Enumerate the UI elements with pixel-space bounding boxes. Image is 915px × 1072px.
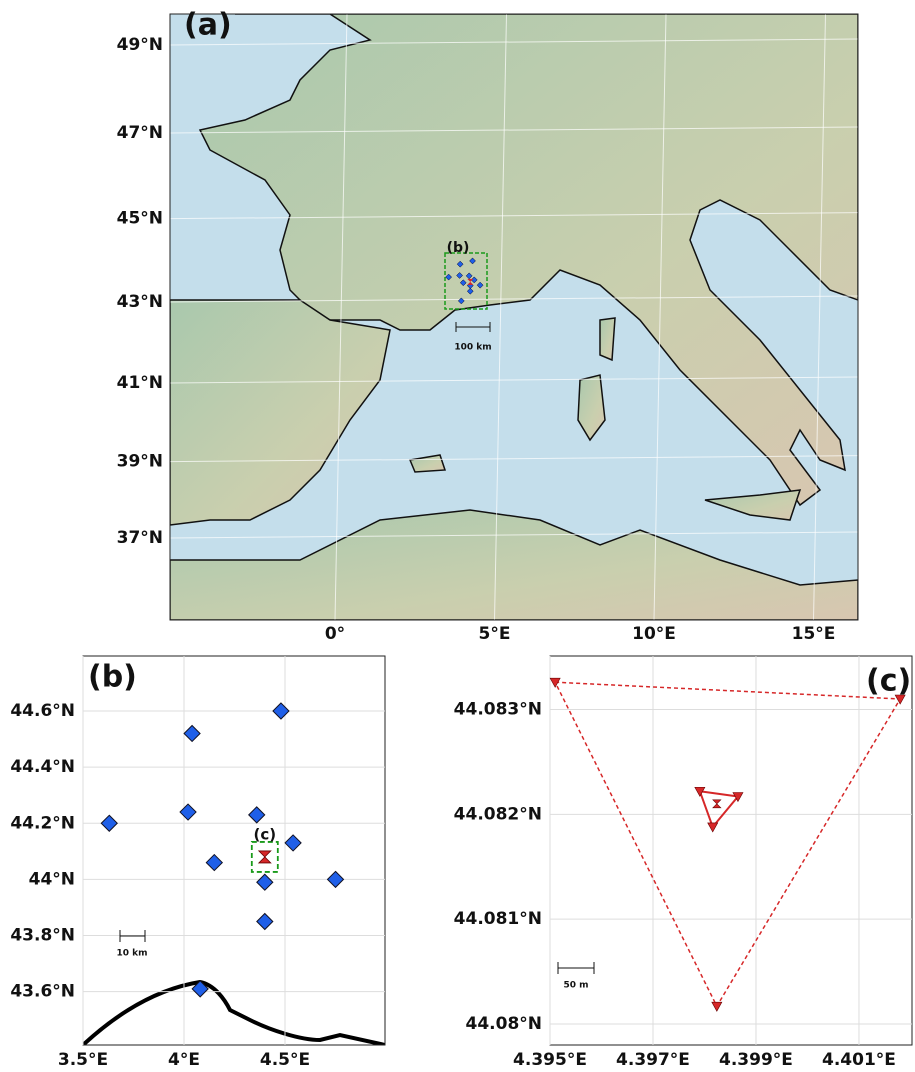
station [445, 273, 453, 281]
station [470, 276, 478, 284]
station [466, 287, 474, 295]
background-b [83, 656, 385, 1045]
y-tick-label: 49°N [117, 35, 163, 55]
y-tick-label: 43.6°N [10, 982, 75, 1002]
array-center [712, 799, 722, 809]
y-tick-label: 43°N [117, 292, 163, 312]
x-tick-label: 3.5°E [58, 1050, 108, 1070]
sensor [549, 677, 561, 688]
y-tick-label: 44.08°N [466, 1014, 543, 1034]
grid-line [170, 38, 858, 46]
station [459, 279, 467, 287]
x-tick-label: 4°E [168, 1050, 200, 1070]
map-b [83, 656, 385, 1045]
scale-bar [557, 962, 595, 974]
x-tick-label: 4.397°E [616, 1050, 690, 1070]
panel-label: (b) [88, 660, 137, 695]
station [469, 257, 476, 265]
station [179, 803, 197, 821]
scale-bar [455, 322, 491, 332]
grid-line [494, 14, 507, 620]
station [465, 272, 473, 280]
y-tick-label: 37°N [117, 528, 163, 548]
station [100, 814, 118, 832]
y-tick-label: 44.4°N [10, 757, 75, 777]
station [256, 873, 274, 891]
inset-box [444, 252, 488, 310]
sensor [707, 822, 719, 833]
x-tick-label: 10°E [632, 624, 676, 644]
y-tick-label: 43.8°N [10, 926, 75, 946]
sensor [694, 786, 706, 797]
station [248, 806, 266, 824]
station [326, 870, 345, 889]
grid-line [813, 14, 826, 620]
grid-line [170, 212, 858, 220]
sensor [894, 694, 906, 705]
y-tick-label: 45°N [117, 209, 163, 229]
station [476, 281, 484, 289]
station [205, 853, 224, 872]
station [456, 272, 463, 279]
x-tick-label: 5°E [479, 624, 511, 644]
scale-label: 100 km [454, 343, 491, 353]
panel-label: (a) [184, 8, 232, 43]
y-tick-label: 44.083°N [454, 699, 542, 719]
y-tick-label: 44.082°N [454, 804, 542, 824]
x-tick-label: 0° [325, 624, 345, 644]
array-center [257, 850, 272, 864]
y-tick-label: 39°N [117, 452, 163, 472]
coastline [83, 979, 385, 1045]
inner-array [698, 790, 740, 829]
panel-label: (c) [866, 664, 911, 699]
x-tick-label: 4.401°E [822, 1050, 896, 1070]
inset-label: (b) [447, 240, 470, 256]
grid-line [170, 455, 858, 463]
map-a [170, 14, 858, 620]
scale-label: 50 m [563, 981, 588, 991]
x-tick-label: 15°E [792, 624, 836, 644]
y-tick-label: 44.6°N [10, 701, 75, 721]
y-tick-label: 47°N [117, 123, 163, 143]
frame-c [549, 655, 913, 1046]
sensor [732, 792, 744, 803]
y-tick-label: 44°N [29, 869, 75, 889]
frame-a [169, 13, 859, 621]
y-tick-label: 44.2°N [10, 813, 75, 833]
grid-line [170, 531, 858, 539]
station [457, 297, 465, 305]
scale-bar [119, 930, 146, 942]
station [284, 834, 302, 852]
x-tick-label: 4.395°E [513, 1050, 587, 1070]
grid-line [170, 376, 858, 384]
y-tick-label: 41°N [117, 373, 163, 393]
scale-label: 10 km [116, 949, 147, 959]
grid-line [170, 295, 858, 303]
station [183, 724, 201, 743]
y-tick-label: 44.081°N [454, 909, 542, 929]
grid-line [170, 126, 858, 134]
inset-box [250, 841, 279, 873]
grid-line [334, 14, 348, 620]
x-tick-label: 4.399°E [719, 1050, 793, 1070]
grid-line [653, 14, 667, 620]
outer-array [553, 681, 902, 1008]
station [456, 260, 464, 268]
station [191, 980, 209, 998]
inset-label: (c) [254, 825, 277, 843]
station [272, 702, 290, 720]
x-tick-label: 4.5°E [260, 1050, 310, 1070]
sensor [711, 1001, 723, 1012]
land [170, 14, 858, 620]
station [256, 912, 274, 931]
array-center [467, 278, 474, 285]
